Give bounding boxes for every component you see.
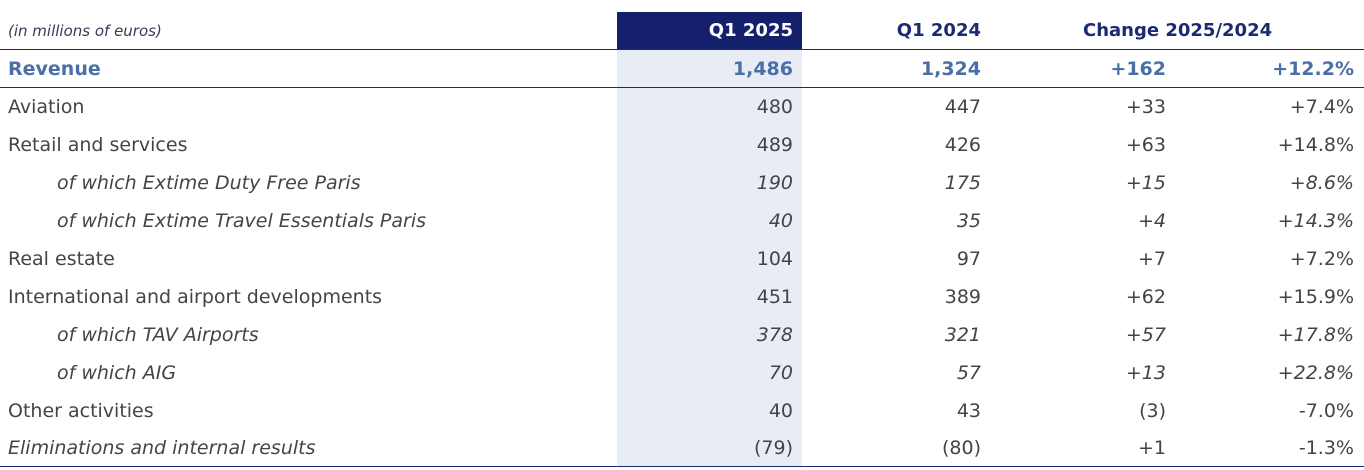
row-label: Revenue — [8, 58, 101, 80]
row-label: Eliminations and internal results — [8, 437, 316, 459]
header-change: Change 2025/2024 — [1083, 20, 1273, 41]
cell-q1-2025: 1,486 — [732, 58, 793, 80]
table-row: Eliminations and internal results (79) (… — [0, 429, 1364, 467]
cell-change-pct: +14.3% — [1277, 210, 1354, 232]
cell-q1-2025: 190 — [756, 172, 793, 194]
cell-q1-2024: (80) — [941, 437, 981, 459]
table-bottom-border — [0, 466, 1364, 467]
cell-q1-2024: 97 — [956, 248, 981, 270]
cell-q1-2025: 70 — [768, 362, 793, 384]
cell-q1-2025: 378 — [756, 324, 793, 346]
cell-change: +1 — [1137, 437, 1166, 459]
cell-change: +13 — [1125, 362, 1166, 384]
q1-2025-column-shading — [617, 50, 802, 466]
unit-label: (in millions of euros) — [8, 22, 162, 40]
row-label: of which Extime Travel Essentials Paris — [57, 210, 427, 232]
cell-q1-2025: 40 — [768, 400, 793, 422]
cell-q1-2025: 104 — [756, 248, 793, 270]
cell-q1-2024: 389 — [944, 286, 981, 308]
row-label: Other activities — [8, 400, 154, 422]
cell-change: +57 — [1125, 324, 1166, 346]
cell-change-pct: +8.6% — [1289, 172, 1354, 194]
table-row-sub: of which Extime Duty Free Paris 190 175 … — [0, 164, 1364, 202]
row-label: of which Extime Duty Free Paris — [57, 172, 361, 194]
header-q1-2024: Q1 2024 — [896, 20, 981, 41]
header-divider — [0, 49, 1364, 50]
row-label: of which TAV Airports — [57, 324, 259, 346]
table-row-sub: of which Extime Travel Essentials Paris … — [0, 202, 1364, 240]
cell-q1-2024: 1,324 — [920, 58, 981, 80]
cell-change: +7 — [1137, 248, 1166, 270]
table-row: Other activities 40 43 (3) -7.0% — [0, 392, 1364, 430]
cell-change-pct: +14.8% — [1277, 134, 1354, 156]
cell-change: +15 — [1125, 172, 1166, 194]
table-row: Retail and services 489 426 +63 +14.8% — [0, 126, 1364, 164]
cell-change: +33 — [1125, 96, 1166, 118]
row-label: International and airport developments — [8, 286, 383, 308]
cell-q1-2024: 43 — [956, 400, 981, 422]
cell-q1-2024: 175 — [944, 172, 981, 194]
table-row-sub: of which TAV Airports 378 321 +57 +17.8% — [0, 316, 1364, 354]
cell-change-pct: +7.4% — [1289, 96, 1354, 118]
row-label: Aviation — [8, 96, 85, 118]
cell-q1-2025: 451 — [756, 286, 793, 308]
row-label: Real estate — [8, 248, 115, 270]
cell-change: +62 — [1125, 286, 1166, 308]
cell-q1-2024: 447 — [944, 96, 981, 118]
cell-change: +4 — [1137, 210, 1166, 232]
row-label: of which AIG — [57, 362, 177, 384]
cell-change-pct: +15.9% — [1277, 286, 1354, 308]
cell-change: +63 — [1125, 134, 1166, 156]
cell-q1-2025: 480 — [756, 96, 793, 118]
cell-change-pct: -7.0% — [1298, 400, 1354, 422]
cell-q1-2024: 57 — [956, 362, 981, 384]
cell-change-pct: +12.2% — [1272, 58, 1354, 80]
cell-change: (3) — [1139, 400, 1166, 422]
q1-2025-header-box — [617, 12, 802, 50]
row-label: Retail and services — [8, 134, 188, 156]
revenue-divider — [0, 87, 1364, 88]
cell-q1-2025: (79) — [753, 437, 793, 459]
table-row: Aviation 480 447 +33 +7.4% — [0, 88, 1364, 126]
cell-change-pct: -1.3% — [1298, 437, 1354, 459]
cell-q1-2025: 40 — [768, 210, 793, 232]
cell-change-pct: +22.8% — [1277, 362, 1354, 384]
cell-change: +162 — [1110, 58, 1166, 80]
table-row-sub: of which AIG 70 57 +13 +22.8% — [0, 354, 1364, 392]
cell-q1-2024: 35 — [956, 210, 981, 232]
header-q1-2025: Q1 2025 — [708, 20, 793, 41]
cell-q1-2025: 489 — [756, 134, 793, 156]
cell-q1-2024: 321 — [944, 324, 981, 346]
table-row-revenue: Revenue 1,486 1,324 +162 +12.2% — [0, 50, 1364, 88]
cell-q1-2024: 426 — [944, 134, 981, 156]
table-header-row: (in millions of euros) Q1 2025 Q1 2024 C… — [0, 12, 1364, 50]
cell-change-pct: +7.2% — [1289, 248, 1354, 270]
table-row: Real estate 104 97 +7 +7.2% — [0, 240, 1364, 278]
cell-change-pct: +17.8% — [1277, 324, 1354, 346]
table-row: International and airport developments 4… — [0, 278, 1364, 316]
